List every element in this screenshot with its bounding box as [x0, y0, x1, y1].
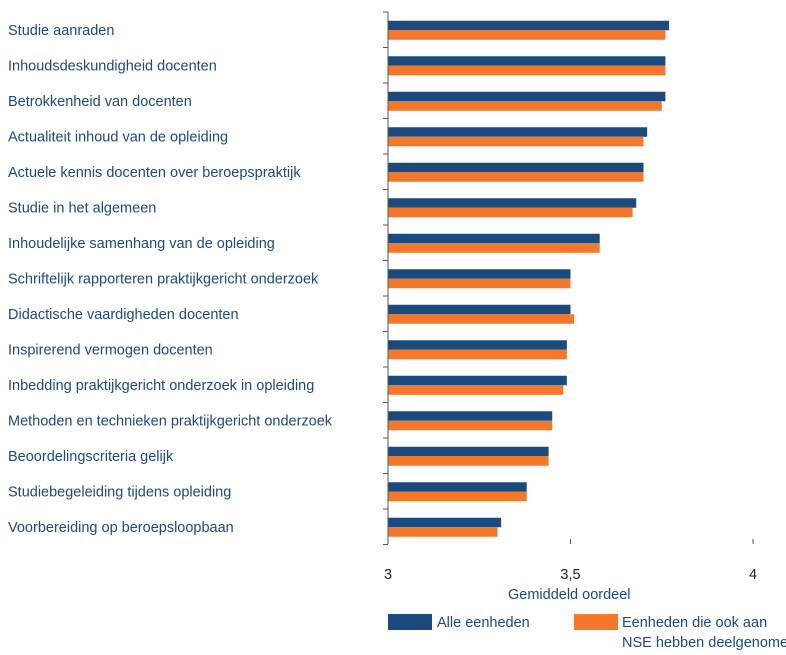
x-tick-label: 3: [384, 567, 392, 583]
bar-nse-eenheden: [388, 385, 564, 395]
bar-alle-eenheden: [388, 198, 637, 208]
category-label: Schriftelijk rapporteren praktijkgericht…: [8, 272, 319, 288]
legend-swatch-alle-eenheden: [388, 614, 432, 630]
legend-label-nse-eenheden: Eenheden die ook aan NSE hebben deelgenom…: [622, 615, 786, 651]
x-tick-label: 3,5: [560, 567, 580, 583]
category-label: Betrokkenheid van docenten: [8, 94, 192, 110]
category-label: Studie aanraden: [8, 23, 114, 39]
category-labels: Studie aanraden Inhoudsdeskundigheid doce…: [8, 23, 333, 536]
bar-alle-eenheden: [388, 304, 571, 315]
bar-nse-eenheden: [388, 278, 571, 289]
bar-alle-eenheden: [388, 446, 549, 457]
bar-alle-eenheden: [388, 340, 567, 350]
category-label: Methoden en technieken praktijkgericht o…: [8, 414, 333, 430]
bar-nse-eenheden: [388, 349, 567, 360]
y-axis-ticks: [383, 11, 388, 545]
bar-nse-eenheden: [388, 101, 662, 111]
bar-nse-eenheden: [388, 136, 644, 147]
category-label: Didactische vaardigheden docenten: [8, 307, 239, 323]
bar-nse-eenheden: [388, 491, 527, 502]
category-label: Voorbereiding op beroepsloopbaan: [8, 520, 234, 536]
category-label: Beoordelingscriteria gelijk: [8, 449, 174, 465]
bar-nse-eenheden: [388, 456, 549, 466]
bar-alle-eenheden: [388, 269, 571, 279]
bar-nse-eenheden: [388, 420, 553, 431]
category-label: Inspirerend vermogen docenten: [8, 343, 213, 359]
legend-swatch-nse-eenheden: [574, 614, 618, 630]
bar-alle-eenheden: [388, 482, 527, 492]
bar-nse-eenheden: [388, 243, 600, 253]
bar-alle-eenheden: [388, 56, 666, 66]
legend-label-alle-eenheden: Alle eenheden: [437, 615, 530, 631]
bar-alle-eenheden: [388, 517, 502, 528]
bar-alle-eenheden: [388, 375, 567, 386]
bar-nse-eenheden: [388, 527, 498, 537]
bar-alle-eenheden: [388, 411, 553, 421]
bar-alle-eenheden: [388, 162, 644, 173]
bar-nse-eenheden: [388, 65, 666, 76]
category-label: Studiebegeleiding tijdens opleiding: [8, 485, 231, 501]
category-label: Actualiteit inhoud van de opleiding: [8, 130, 228, 146]
bar-nse-eenheden: [388, 172, 644, 182]
bar-nse-eenheden: [388, 207, 633, 218]
bar-nse-eenheden: [388, 30, 666, 40]
x-tick-label: 4: [749, 567, 757, 583]
bar-alle-eenheden: [388, 233, 600, 244]
bar-alle-eenheden: [388, 20, 670, 31]
bar-alle-eenheden: [388, 127, 648, 137]
legend: Alle eenheden Eenheden die ook aan NSE heb…: [388, 614, 786, 651]
category-label: Inhoudsdeskundigheid docenten: [8, 59, 217, 75]
category-label: Inhoudelijke samenhang van de opleiding: [8, 236, 275, 252]
category-label: Actuele kennis docenten over beroepsprak…: [8, 165, 301, 181]
x-axis-tick-labels: 3 3,5 4: [384, 539, 757, 583]
category-label: Inbedding praktijkgericht onderzoek in o…: [8, 378, 314, 394]
bar-alle-eenheden: [388, 91, 666, 102]
x-axis-title: Gemiddeld oordeel: [508, 587, 631, 603]
category-label: Studie in het algemeen: [8, 201, 156, 217]
bar-nse-eenheden: [388, 314, 575, 324]
bars: [388, 20, 670, 537]
